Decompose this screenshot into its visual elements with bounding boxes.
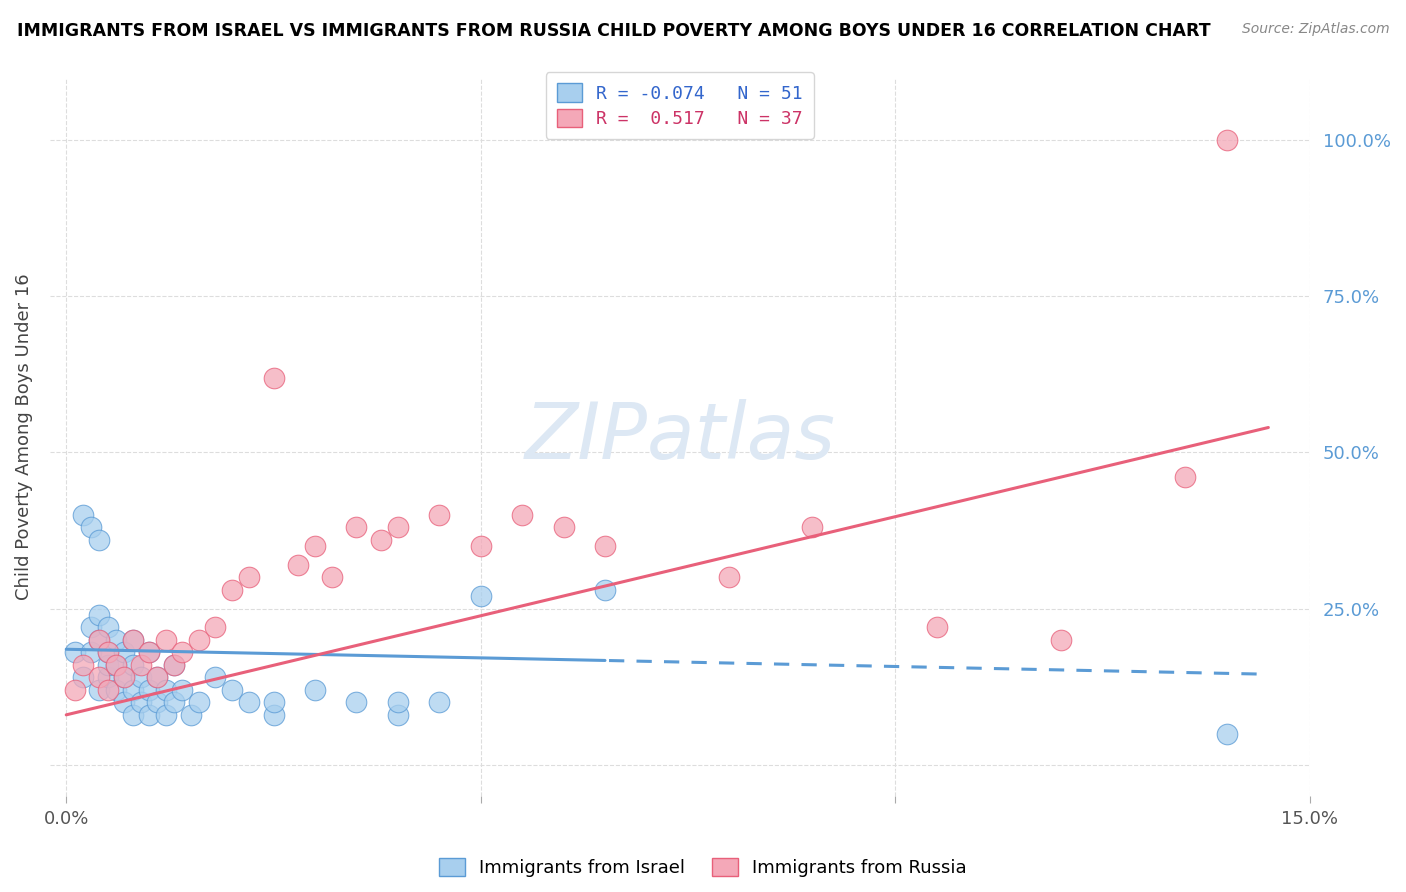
Point — [163, 657, 186, 672]
Point — [387, 707, 409, 722]
Point — [97, 682, 120, 697]
Point — [263, 707, 285, 722]
Point — [97, 620, 120, 634]
Text: Source: ZipAtlas.com: Source: ZipAtlas.com — [1241, 22, 1389, 37]
Point — [72, 670, 94, 684]
Point — [97, 645, 120, 659]
Point — [129, 670, 152, 684]
Point — [427, 508, 450, 522]
Point — [72, 657, 94, 672]
Point — [121, 707, 143, 722]
Point — [112, 670, 135, 684]
Point — [97, 645, 120, 659]
Point — [163, 657, 186, 672]
Point — [89, 533, 111, 547]
Point — [121, 632, 143, 647]
Point — [138, 707, 160, 722]
Point — [121, 682, 143, 697]
Point — [146, 670, 169, 684]
Point — [1216, 726, 1239, 740]
Point — [263, 370, 285, 384]
Point — [138, 645, 160, 659]
Point — [155, 707, 177, 722]
Point — [172, 645, 194, 659]
Point — [593, 539, 616, 553]
Point — [97, 657, 120, 672]
Point — [204, 670, 226, 684]
Point — [104, 682, 127, 697]
Legend: R = -0.074   N = 51, R =  0.517   N = 37: R = -0.074 N = 51, R = 0.517 N = 37 — [546, 72, 814, 139]
Point — [89, 670, 111, 684]
Point — [97, 670, 120, 684]
Point — [121, 657, 143, 672]
Point — [89, 632, 111, 647]
Point — [304, 682, 326, 697]
Point — [304, 539, 326, 553]
Point — [155, 632, 177, 647]
Point — [221, 682, 243, 697]
Point — [129, 695, 152, 709]
Point — [163, 695, 186, 709]
Point — [593, 582, 616, 597]
Point — [718, 570, 741, 584]
Text: ZIPatlas: ZIPatlas — [524, 399, 835, 475]
Point — [104, 657, 127, 672]
Point — [80, 620, 103, 634]
Point — [238, 570, 260, 584]
Point — [925, 620, 948, 634]
Point — [470, 589, 492, 603]
Point — [104, 632, 127, 647]
Point — [553, 520, 575, 534]
Point — [80, 520, 103, 534]
Point — [1174, 470, 1197, 484]
Legend: Immigrants from Israel, Immigrants from Russia: Immigrants from Israel, Immigrants from … — [432, 851, 974, 884]
Point — [344, 695, 367, 709]
Point — [80, 645, 103, 659]
Point — [112, 670, 135, 684]
Point — [187, 632, 209, 647]
Point — [112, 645, 135, 659]
Point — [138, 682, 160, 697]
Point — [72, 508, 94, 522]
Point — [801, 520, 824, 534]
Point — [146, 695, 169, 709]
Point — [238, 695, 260, 709]
Point — [104, 657, 127, 672]
Point — [172, 682, 194, 697]
Point — [321, 570, 343, 584]
Text: IMMIGRANTS FROM ISRAEL VS IMMIGRANTS FROM RUSSIA CHILD POVERTY AMONG BOYS UNDER : IMMIGRANTS FROM ISRAEL VS IMMIGRANTS FRO… — [17, 22, 1211, 40]
Point — [89, 632, 111, 647]
Point — [187, 695, 209, 709]
Y-axis label: Child Poverty Among Boys Under 16: Child Poverty Among Boys Under 16 — [15, 274, 32, 600]
Point — [470, 539, 492, 553]
Point — [510, 508, 533, 522]
Point — [1216, 133, 1239, 147]
Point — [287, 558, 309, 572]
Point — [138, 645, 160, 659]
Point — [129, 657, 152, 672]
Point — [155, 682, 177, 697]
Point — [121, 632, 143, 647]
Point — [387, 695, 409, 709]
Point — [427, 695, 450, 709]
Point — [63, 645, 86, 659]
Point — [180, 707, 202, 722]
Point — [89, 682, 111, 697]
Point — [221, 582, 243, 597]
Point — [1050, 632, 1073, 647]
Point — [344, 520, 367, 534]
Point — [370, 533, 392, 547]
Point — [89, 607, 111, 622]
Point — [63, 682, 86, 697]
Point — [204, 620, 226, 634]
Point — [263, 695, 285, 709]
Point — [146, 670, 169, 684]
Point — [112, 695, 135, 709]
Point — [387, 520, 409, 534]
